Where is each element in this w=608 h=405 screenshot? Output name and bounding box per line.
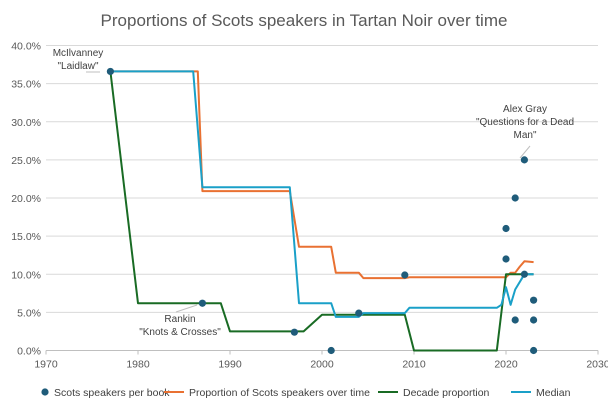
y-tick-label: 25.0% xyxy=(11,155,41,167)
data-point xyxy=(502,255,510,263)
data-point xyxy=(530,346,538,355)
series-points xyxy=(106,67,538,355)
legend-label: Proportion of Scots speakers over time xyxy=(189,387,370,399)
annotation-text: Rankin xyxy=(164,314,195,325)
legend-item: Proportion of Scots speakers over time xyxy=(164,387,370,399)
legend: Scots speakers per book Proportion of Sco… xyxy=(41,387,571,399)
x-tick-label: 2020 xyxy=(494,359,518,371)
gridlines xyxy=(46,45,598,313)
data-point xyxy=(530,316,538,324)
data-point xyxy=(511,316,519,324)
data-point xyxy=(520,270,529,278)
chart-title: Proportions of Scots speakers in Tartan … xyxy=(101,11,508,30)
data-point xyxy=(511,194,519,202)
y-tick-label: 30.0% xyxy=(11,117,41,129)
annotation-text: "Knots & Crosses" xyxy=(139,327,221,338)
annotation-text: Alex Gray xyxy=(503,104,547,115)
data-point xyxy=(290,328,298,336)
series-line-median xyxy=(110,70,534,318)
y-tick-label: 40.0% xyxy=(11,41,41,53)
annotation-text: "Laidlaw" xyxy=(57,61,98,72)
legend-item: Median xyxy=(511,387,571,399)
legend-item: Decade proportion xyxy=(378,387,490,399)
legend-label: Median xyxy=(536,387,571,399)
x-tick-label: 1970 xyxy=(34,359,58,371)
annotation-text: "Questions for a Dead xyxy=(476,117,574,128)
y-tick-label: 20.0% xyxy=(11,193,41,205)
y-tick-label: 5.0% xyxy=(17,307,41,319)
legend-label: Scots speakers per book xyxy=(54,387,170,399)
annotation-leader xyxy=(175,304,198,313)
data-point xyxy=(355,309,363,317)
data-point xyxy=(198,299,206,307)
x-tick-label: 1980 xyxy=(126,359,150,371)
legend-item: Scots speakers per book xyxy=(41,387,170,399)
series-lines xyxy=(109,70,534,352)
x-tick-label: 1990 xyxy=(218,359,242,371)
y-tick-label: 0.0% xyxy=(17,346,41,358)
x-tick-label: 2010 xyxy=(402,359,426,371)
data-point xyxy=(106,67,114,76)
legend-marker xyxy=(41,388,49,396)
annotation-text: Man" xyxy=(513,130,536,141)
annotation-text: McIlvanney xyxy=(53,48,104,59)
data-point xyxy=(530,296,538,304)
data-point xyxy=(502,224,510,233)
data-point xyxy=(401,271,409,279)
x-tick-label: 2000 xyxy=(310,359,334,371)
y-tick-label: 10.0% xyxy=(11,269,41,281)
legend-label: Decade proportion xyxy=(403,387,490,399)
data-point xyxy=(327,346,335,355)
annotations: McIlvanney "Laidlaw" Rankin "Knots & Crosse… xyxy=(53,48,574,338)
y-tick-label: 35.0% xyxy=(11,79,41,91)
y-tick-label: 15.0% xyxy=(11,231,41,243)
series-line-decade-proportion xyxy=(109,71,534,352)
x-tick-label: 2030 xyxy=(586,359,608,371)
series-line-proportion-of-scots-speakers-over-time xyxy=(110,70,534,280)
annotation-leader xyxy=(519,145,531,159)
data-point xyxy=(520,156,529,164)
axes: 0.0% 5.0% 10.0% 15.0% 20.0% 25.0% 30.0% 35.0% 40… xyxy=(11,41,608,371)
